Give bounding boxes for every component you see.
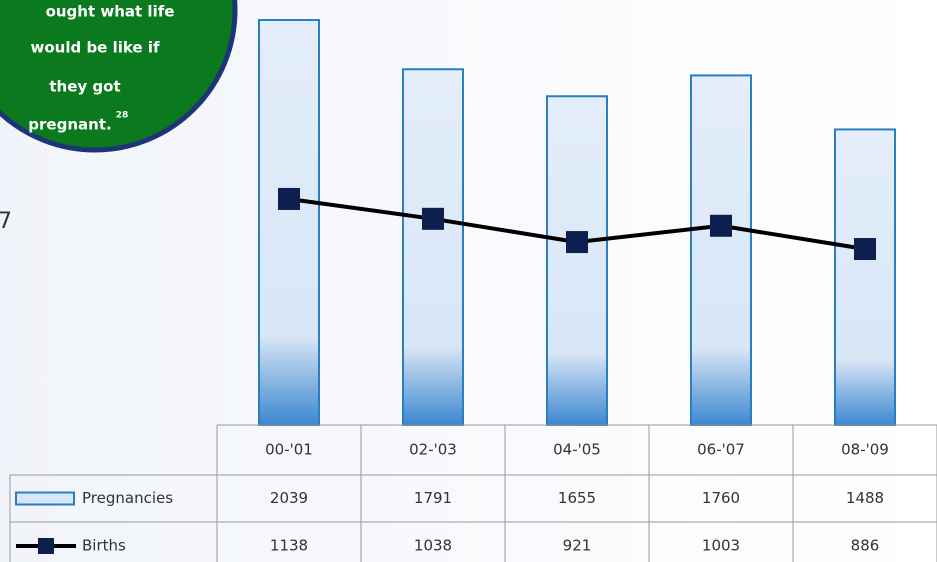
callout-line: pregnant.: [28, 116, 111, 134]
callout-bubble: [0, 0, 238, 153]
bar: [258, 19, 320, 426]
bar: [546, 95, 608, 427]
legend-swatch: [38, 538, 54, 554]
table-value: 1138: [270, 537, 308, 555]
legend-label: Pregnancies: [82, 489, 173, 507]
table-value: 1791: [414, 489, 452, 507]
category-label: 06-'07: [697, 441, 745, 459]
legend-swatch: [15, 491, 75, 506]
category-label: 08-'09: [841, 441, 889, 459]
marker: [278, 187, 300, 210]
table-value: 1488: [846, 489, 884, 507]
side-text: 7: [0, 209, 12, 234]
category-label: 02-'03: [409, 441, 457, 459]
table-value: 921: [563, 537, 592, 555]
table-value: 2039: [270, 489, 308, 507]
table-value: 1760: [702, 489, 740, 507]
legend-label: Births: [82, 537, 126, 555]
marker: [854, 238, 876, 261]
callout-line: ought what life: [46, 3, 175, 21]
table-value: 1038: [414, 537, 452, 555]
table-value: 886: [851, 537, 880, 555]
bar: [402, 68, 464, 427]
marker: [566, 231, 588, 254]
bar: [690, 74, 752, 426]
marker: [710, 214, 732, 237]
table-value: 1655: [558, 489, 596, 507]
table-value: 1003: [702, 537, 740, 555]
callout-line: they got: [49, 78, 120, 96]
marker: [422, 207, 444, 230]
callout-text: ought what life would be like if they go…: [28, 3, 174, 134]
category-label: 00-'01: [265, 441, 313, 459]
bar: [834, 128, 896, 426]
category-label: 04-'05: [553, 441, 601, 459]
callout-line: would be like if: [31, 39, 160, 57]
callout-superscript: 28: [116, 111, 129, 121]
